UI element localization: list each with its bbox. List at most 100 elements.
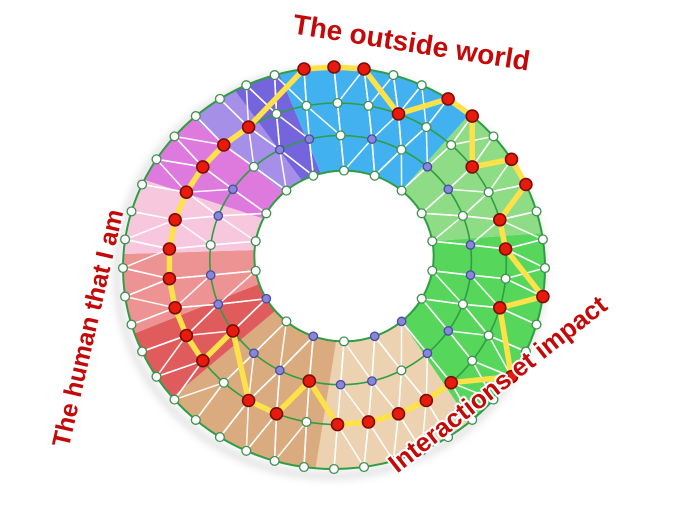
mesh-line bbox=[141, 334, 187, 353]
node bbox=[137, 346, 148, 357]
node bbox=[363, 100, 374, 111]
mesh-line bbox=[210, 270, 256, 276]
milestone-node bbox=[327, 60, 341, 74]
mesh-line bbox=[174, 219, 212, 246]
node bbox=[328, 463, 340, 475]
milestone-node bbox=[357, 62, 371, 76]
node bbox=[467, 414, 478, 425]
mesh-line bbox=[303, 421, 308, 468]
milestone-node bbox=[162, 271, 177, 286]
node bbox=[269, 70, 280, 81]
mesh-line bbox=[450, 382, 473, 421]
mesh-line bbox=[305, 381, 311, 422]
mesh-line bbox=[448, 188, 489, 193]
mesh-line bbox=[308, 336, 315, 382]
mesh-line bbox=[397, 413, 423, 452]
mesh-line bbox=[175, 215, 219, 221]
mesh-line bbox=[122, 267, 170, 280]
mesh-line bbox=[245, 413, 278, 452]
mesh-line bbox=[217, 215, 257, 242]
mesh-line bbox=[431, 215, 464, 242]
mesh-line bbox=[400, 126, 427, 151]
node bbox=[301, 416, 312, 427]
node bbox=[457, 299, 468, 310]
mesh-line bbox=[131, 307, 176, 326]
node bbox=[338, 336, 350, 347]
mesh-line bbox=[340, 384, 370, 423]
node bbox=[248, 161, 259, 172]
node bbox=[151, 371, 162, 382]
mesh-line bbox=[279, 335, 314, 371]
node bbox=[396, 365, 407, 376]
node bbox=[126, 319, 137, 330]
node bbox=[467, 355, 478, 366]
node bbox=[443, 326, 454, 336]
milestone-node bbox=[226, 324, 240, 338]
node bbox=[120, 234, 131, 245]
node bbox=[250, 265, 261, 276]
mesh-line bbox=[421, 212, 463, 217]
milestone-node bbox=[269, 406, 284, 421]
mesh-line bbox=[275, 370, 281, 414]
node bbox=[190, 414, 201, 425]
node bbox=[261, 293, 272, 304]
mesh-line bbox=[462, 303, 490, 336]
mesh-line bbox=[124, 238, 170, 250]
node bbox=[169, 394, 180, 405]
mesh-line bbox=[210, 240, 256, 246]
mesh-line bbox=[155, 158, 187, 193]
mesh-line bbox=[306, 105, 342, 136]
mesh-line bbox=[124, 278, 170, 298]
node bbox=[281, 316, 292, 327]
mesh-line bbox=[371, 380, 400, 415]
node bbox=[190, 111, 201, 122]
mesh-line bbox=[279, 149, 288, 191]
mesh-line bbox=[401, 320, 428, 354]
mesh-line bbox=[336, 68, 365, 104]
node bbox=[483, 330, 494, 341]
mesh-line bbox=[169, 244, 211, 250]
node bbox=[422, 161, 433, 172]
node bbox=[205, 239, 216, 251]
mesh-line bbox=[470, 274, 506, 280]
mesh-line bbox=[421, 297, 464, 306]
node bbox=[218, 377, 229, 388]
node bbox=[367, 376, 377, 386]
milestone-node bbox=[179, 328, 194, 343]
milestone-node bbox=[302, 374, 317, 388]
node bbox=[335, 379, 346, 390]
mesh-line bbox=[232, 298, 267, 332]
mesh-line bbox=[186, 330, 233, 337]
node bbox=[169, 131, 180, 142]
mesh-line bbox=[469, 274, 501, 309]
mesh-line bbox=[274, 421, 308, 462]
node bbox=[416, 293, 427, 304]
mesh-line bbox=[432, 270, 471, 276]
mesh-line bbox=[333, 424, 339, 470]
node bbox=[531, 319, 542, 330]
mesh-line bbox=[175, 303, 219, 309]
node bbox=[358, 461, 370, 473]
node bbox=[332, 97, 343, 109]
node bbox=[301, 100, 312, 111]
mesh-line bbox=[371, 139, 376, 176]
mesh-line bbox=[124, 295, 176, 309]
mesh-line bbox=[218, 212, 267, 217]
wheel-diagram bbox=[113, 60, 551, 480]
mesh-line bbox=[245, 85, 250, 128]
node bbox=[416, 208, 427, 219]
milestone-node bbox=[391, 107, 406, 121]
mesh-line bbox=[218, 297, 267, 306]
mesh-line bbox=[471, 360, 512, 378]
node bbox=[213, 211, 224, 221]
mesh-line bbox=[339, 135, 345, 171]
node bbox=[457, 210, 468, 221]
mesh-line bbox=[173, 360, 204, 401]
node bbox=[298, 461, 310, 473]
mesh-line bbox=[279, 321, 288, 371]
milestone-node bbox=[196, 160, 210, 174]
highlight-path bbox=[166, 64, 546, 428]
node bbox=[274, 365, 285, 376]
mesh-line bbox=[367, 421, 395, 462]
milestone-node bbox=[419, 393, 434, 408]
